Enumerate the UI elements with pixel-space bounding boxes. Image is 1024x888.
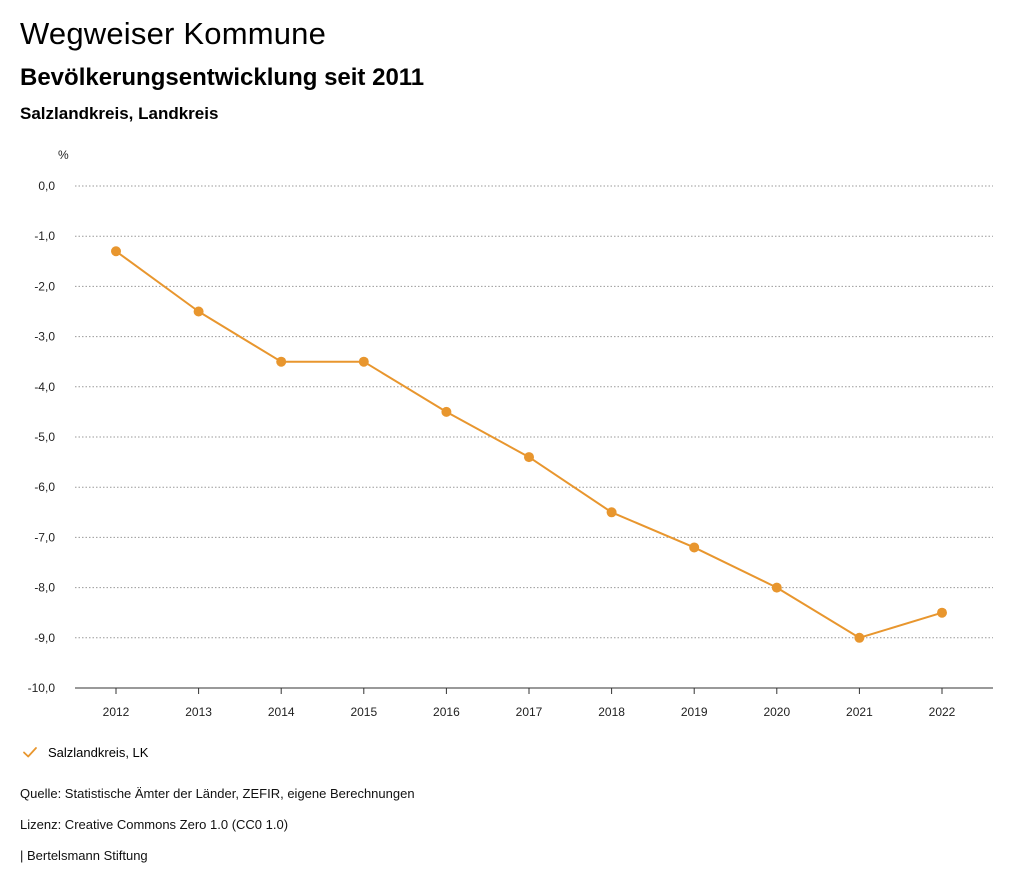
x-tick-label: 2013 xyxy=(185,705,212,719)
series-line xyxy=(115,250,943,639)
y-tick-label: -10,0 xyxy=(28,681,56,695)
x-tick-label: 2012 xyxy=(103,705,130,719)
y-tick-label: 0,0 xyxy=(38,179,55,193)
y-tick-label: -1,0 xyxy=(34,229,55,243)
data-point[interactable] xyxy=(689,542,700,553)
data-point[interactable] xyxy=(111,246,121,257)
data-point[interactable] xyxy=(854,632,865,643)
y-axis-ticks: 0,0 -1,0 -2,0 -3,0 -4,0 -5,0 -6,0 -7,0 -8,0 -9,0 -… xyxy=(28,179,56,695)
x-tick-label: 2020 xyxy=(763,705,790,719)
data-point[interactable] xyxy=(937,607,947,618)
legend-label: Salzlandkreis, LK xyxy=(48,744,149,760)
x-tick-label: 2022 xyxy=(929,705,956,719)
x-tick-label: 2019 xyxy=(681,705,708,719)
data-point[interactable] xyxy=(771,582,782,593)
y-axis-unit-label: % xyxy=(58,148,69,162)
y-tick-label: -6,0 xyxy=(34,480,55,494)
region-label: Salzlandkreis, Landkreis xyxy=(20,104,219,123)
x-axis-ticks: 2012 2013 2014 2015 2016 2017 2018 2019 2020 2021… xyxy=(103,688,956,719)
x-tick-label: 2016 xyxy=(433,705,460,719)
x-tick-label: 2014 xyxy=(268,705,295,719)
x-tick-label: 2015 xyxy=(350,705,377,719)
data-point[interactable] xyxy=(524,452,534,463)
chart-subtitle: Bevölkerungsentwicklung seit 2011 xyxy=(20,64,425,91)
y-tick-label: -3,0 xyxy=(34,330,55,344)
series-layer xyxy=(111,246,947,643)
y-tick-label: -4,0 xyxy=(34,380,55,394)
page-title: Wegweiser Kommune xyxy=(20,16,327,51)
source-note: Quelle: Statistische Ämter der Länder, Z… xyxy=(20,786,415,801)
x-tick-label: 2017 xyxy=(516,705,543,719)
publisher-note: | Bertelsmann Stiftung xyxy=(20,848,148,863)
x-tick-label: 2018 xyxy=(598,705,625,719)
y-tick-label: -7,0 xyxy=(34,530,55,544)
line-chart: % 0,0 -1,0 -2,0 -3,0 -4,0 -5,0 -6,0 -7,0 -8,0 -9,… xyxy=(28,148,993,719)
y-tick-label: -5,0 xyxy=(34,430,55,444)
x-tick-label: 2021 xyxy=(846,705,873,719)
checkmark-icon xyxy=(23,747,37,758)
data-point[interactable] xyxy=(193,306,204,317)
grid-layer xyxy=(75,185,993,689)
y-tick-label: -9,0 xyxy=(34,631,55,645)
legend-item-salzlandkreis[interactable]: Salzlandkreis, LK xyxy=(22,744,148,760)
data-point[interactable] xyxy=(606,507,617,518)
license-note: Lizenz: Creative Commons Zero 1.0 (CC0 1… xyxy=(20,817,289,832)
data-point[interactable] xyxy=(358,356,369,367)
y-tick-label: -8,0 xyxy=(34,581,55,595)
y-tick-label: -2,0 xyxy=(34,279,55,293)
data-point[interactable] xyxy=(276,356,287,367)
data-point[interactable] xyxy=(441,406,452,417)
